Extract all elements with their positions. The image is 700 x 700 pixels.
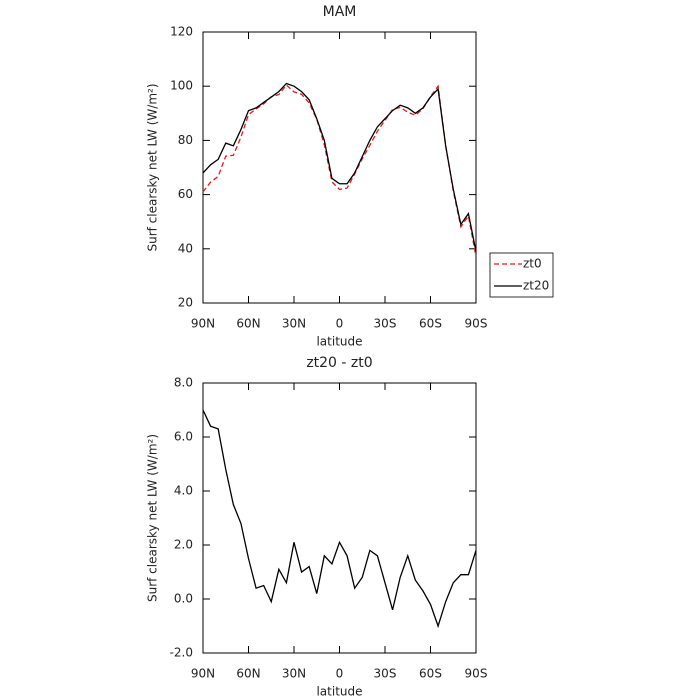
y-tick-label: 2.0 — [174, 538, 193, 552]
x-tick-label: 60N — [236, 317, 260, 331]
y-tick-label: 60 — [178, 187, 193, 201]
x-tick-label: 90S — [465, 667, 488, 681]
series-line — [202, 84, 477, 257]
y-tick-label: 80 — [178, 133, 193, 147]
x-tick-label: 90S — [465, 317, 488, 331]
x-tick-label: 60S — [419, 667, 442, 681]
legend-label: zt0 — [523, 257, 542, 271]
x-axis-label: latitude — [316, 685, 362, 699]
y-axis-label: Surf clearsky net LW (W/m²) — [146, 83, 160, 251]
y-tick-label: 4.0 — [174, 484, 193, 498]
y-tick-label: 8.0 — [174, 376, 193, 390]
x-tick-label: 30S — [374, 317, 397, 331]
plot-frame — [202, 31, 477, 304]
x-tick-label: 90N — [191, 317, 215, 331]
x-tick-label: 0 — [336, 317, 344, 331]
x-tick-label: 60S — [419, 317, 442, 331]
x-tick-label: 30N — [282, 317, 306, 331]
y-tick-label: 100 — [170, 79, 193, 93]
y-tick-label: 120 — [170, 25, 193, 39]
legend-box — [489, 252, 554, 298]
x-tick-label: 30S — [374, 667, 397, 681]
y-axis-label: Surf clearsky net LW (W/m²) — [146, 434, 160, 602]
y-tick-label: 40 — [178, 241, 193, 255]
series-line — [202, 82, 477, 252]
legend-label: zt20 — [523, 279, 549, 293]
x-tick-label: 60N — [236, 667, 260, 681]
chart-title: MAM — [323, 4, 357, 20]
x-axis-label: latitude — [316, 335, 362, 349]
y-tick-label: 20 — [178, 296, 193, 310]
y-tick-label: 6.0 — [174, 430, 193, 444]
series-line — [202, 409, 477, 629]
plot-frame — [202, 382, 477, 654]
chart-title: zt20 - zt0 — [306, 355, 372, 371]
y-tick-label: 0.0 — [174, 592, 193, 606]
x-tick-label: 90N — [191, 667, 215, 681]
x-tick-label: 0 — [336, 667, 344, 681]
x-tick-label: 30N — [282, 667, 306, 681]
y-tick-label: -2.0 — [170, 646, 193, 660]
